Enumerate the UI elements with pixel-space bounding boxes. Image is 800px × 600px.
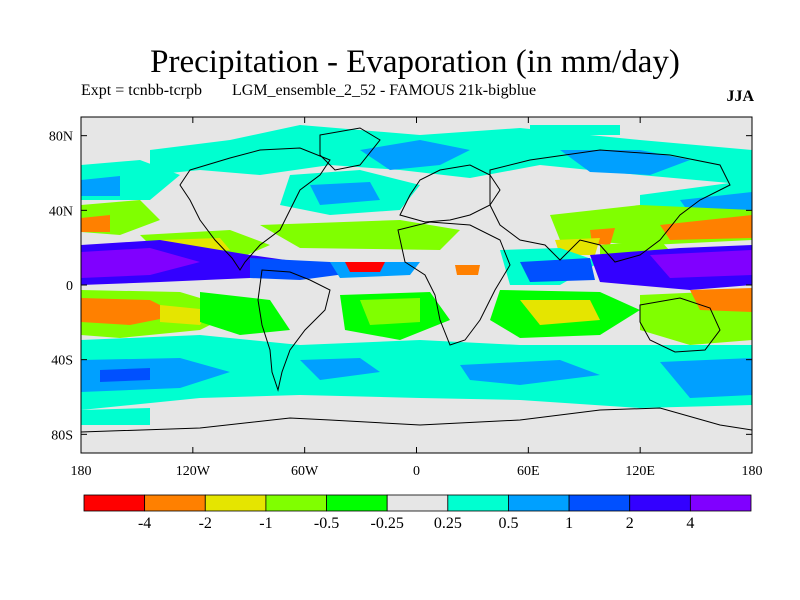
field-patch xyxy=(81,408,150,425)
colorbar-label: 0.5 xyxy=(498,515,518,532)
colorbar-label: -0.25 xyxy=(371,515,404,532)
coast-australia xyxy=(639,297,721,353)
lat-label: 80S xyxy=(51,428,73,443)
field-patch xyxy=(100,368,150,382)
field-patch xyxy=(81,358,230,392)
lon-label: 120W xyxy=(176,464,211,479)
experiment-label: Expt = tcnbb-tcrpb xyxy=(81,82,202,99)
lat-label: 40N xyxy=(49,204,73,219)
field-patch xyxy=(560,150,690,175)
lat-label: 80N xyxy=(49,130,73,145)
field-patch xyxy=(81,248,200,278)
colorbar: -4 -2 -1 -0.5 -0.25 0.25 0.5 1 2 4 xyxy=(83,494,752,532)
colorbar-label: 0.25 xyxy=(434,515,462,532)
colorbar-label: -0.5 xyxy=(314,515,339,532)
field-patch xyxy=(81,335,752,410)
field-patch xyxy=(360,298,420,325)
colorbar-label: 1 xyxy=(565,515,573,532)
colorbar-label: -1 xyxy=(259,515,272,532)
lon-label: 60W xyxy=(291,464,319,479)
coast-north-america xyxy=(179,147,331,271)
field-patch xyxy=(81,176,120,196)
colorbar-swatch xyxy=(144,494,206,512)
coast-asia xyxy=(489,149,731,263)
axis-ticks: 80N 40N 0 40S 80S 180 120W 60W 0 60E 120E 180 xyxy=(49,117,763,479)
field-patch xyxy=(650,250,752,278)
season-label: JJA xyxy=(726,88,754,105)
coast-europe xyxy=(399,164,501,223)
colorbar-swatch xyxy=(204,494,267,512)
lon-label: 0 xyxy=(413,464,420,479)
coast-south-america xyxy=(257,269,331,392)
field-patch xyxy=(660,215,752,240)
lat-label: 40S xyxy=(51,354,73,369)
colorbar-label: -4 xyxy=(138,515,151,532)
coast-antarctica xyxy=(81,407,752,433)
lon-label: 180 xyxy=(71,464,92,479)
field-patch xyxy=(455,265,480,275)
field-patch xyxy=(81,298,180,325)
coast-greenland xyxy=(319,127,381,171)
field-patch xyxy=(81,215,110,232)
lat-label: 0 xyxy=(66,279,73,294)
colorbar-label: -2 xyxy=(199,515,212,532)
lon-label: 180 xyxy=(742,464,763,479)
coastlines xyxy=(81,127,752,433)
colorbar-swatch xyxy=(629,494,691,512)
chart-title: Precipitation - Evaporation (in mm/day) xyxy=(150,44,680,80)
colorbar-swatch xyxy=(689,494,752,512)
field-patch xyxy=(160,305,210,325)
coast-africa xyxy=(397,221,511,346)
field-patch xyxy=(690,288,752,312)
field-patch xyxy=(660,358,752,398)
colorbar-swatch xyxy=(447,494,509,512)
field-patch xyxy=(520,258,595,282)
pe-field xyxy=(81,117,752,453)
colorbar-swatch xyxy=(508,494,570,512)
field-patch xyxy=(200,292,290,335)
field-patch xyxy=(310,182,380,205)
field-patch xyxy=(360,140,470,170)
colorbar-swatch xyxy=(386,494,449,512)
colorbar-label: 4 xyxy=(686,515,694,532)
lon-label: 120E xyxy=(625,464,655,479)
field-patch xyxy=(520,300,600,325)
colorbar-label: 2 xyxy=(626,515,634,532)
lon-label: 60E xyxy=(517,464,540,479)
model-label: LGM_ensemble_2_52 - FAMOUS 21k-bigblue xyxy=(232,82,537,99)
field-patch xyxy=(460,360,600,385)
colorbar-swatch xyxy=(83,494,146,512)
field-patch xyxy=(345,262,385,272)
colorbar-swatch xyxy=(568,494,631,512)
colorbar-swatch xyxy=(265,494,327,512)
colorbar-swatch xyxy=(326,494,388,512)
field-patch xyxy=(530,125,620,135)
field-patch xyxy=(300,358,380,380)
